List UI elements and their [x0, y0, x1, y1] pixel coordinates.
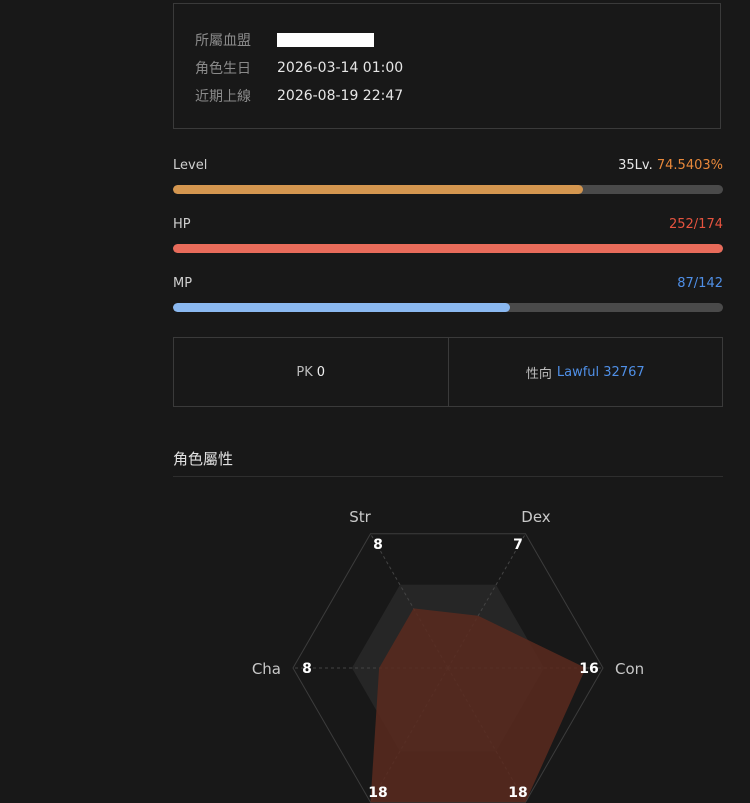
hp-value: 252/174	[668, 217, 723, 232]
character-info-panel: 所屬血盟 角色生日 2026-03-14 01:00 近期上線 2026-08-…	[173, 3, 721, 129]
hp-bar-track	[173, 244, 723, 253]
clan-redacted-value	[277, 33, 374, 47]
radar-value: 8	[373, 537, 383, 553]
last-online-value: 2026-08-19 22:47	[277, 88, 404, 104]
clan-label: 所屬血盟	[195, 33, 251, 49]
hp-bar-fill	[173, 244, 723, 253]
radar-value: 16	[579, 661, 598, 677]
level-number: 35Lv.	[618, 158, 653, 173]
last-online-row: 近期上線 2026-08-19 22:47	[195, 86, 403, 106]
birthday-value: 2026-03-14 01:00	[277, 60, 404, 76]
clan-row: 所屬血盟	[195, 30, 374, 50]
alignment-cell: 性向 Lawful 32767	[447, 338, 723, 406]
mp-bar-track	[173, 303, 723, 312]
hp-stat: HP 252/174	[173, 217, 723, 253]
level-stat: Level 35Lv. 74.5403%	[173, 158, 723, 194]
mp-label: MP	[173, 276, 193, 291]
mp-value: 87/142	[677, 276, 723, 291]
attributes-heading: 角色屬性	[173, 448, 723, 477]
radar-axis-label: Cha	[252, 660, 281, 678]
radar-data-polygon	[370, 608, 586, 803]
radar-axis-label: Dex	[521, 508, 551, 526]
radar-axis-label: Str	[349, 508, 371, 526]
level-percent: 74.5403%	[656, 158, 723, 173]
alignment-value: Lawful 32767	[556, 364, 645, 380]
radar-value: 7	[513, 537, 523, 553]
level-bar-fill	[173, 185, 583, 194]
mp-bar-fill	[173, 303, 511, 312]
radar-value: 18	[368, 785, 387, 801]
level-bar-track	[173, 185, 723, 194]
hp-label: HP	[173, 217, 191, 232]
level-label: Level	[173, 158, 208, 173]
alignment-label: 性向	[525, 366, 552, 382]
pk-value: 0	[316, 364, 326, 380]
last-online-label: 近期上線	[195, 89, 251, 105]
radar-value: 8	[302, 661, 312, 677]
radar-axis-label: Con	[615, 660, 644, 678]
level-readout: 35Lv. 74.5403%	[618, 158, 723, 173]
pk-alignment-panel: PK 0 性向 Lawful 32767	[173, 337, 723, 407]
birthday-row: 角色生日 2026-03-14 01:00	[195, 58, 403, 78]
radar-value: 18	[508, 785, 527, 801]
pk-label: PK	[296, 364, 313, 380]
mp-stat: MP 87/142	[173, 276, 723, 312]
pk-cell: PK 0	[174, 338, 448, 406]
birthday-label: 角色生日	[195, 61, 251, 77]
